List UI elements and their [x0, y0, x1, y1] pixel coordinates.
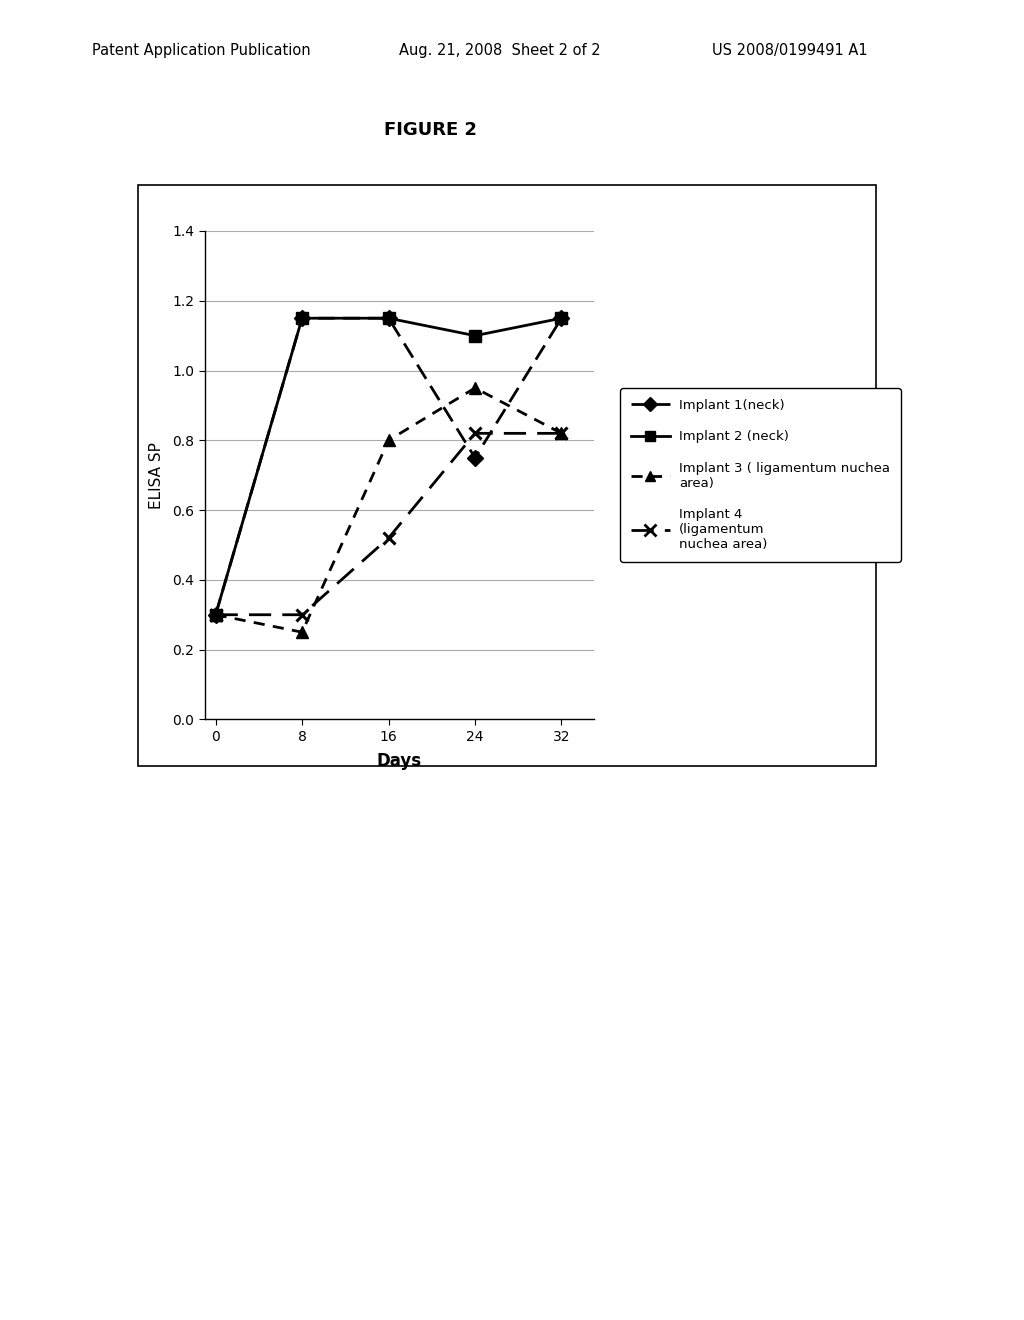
Text: FIGURE 2: FIGURE 2 — [384, 120, 476, 139]
Y-axis label: ELISA SP: ELISA SP — [150, 442, 164, 508]
Legend: Implant 1(neck), Implant 2 (neck), Implant 3 ( ligamentum nuchea
area), Implant : Implant 1(neck), Implant 2 (neck), Impla… — [620, 388, 901, 562]
Text: Aug. 21, 2008  Sheet 2 of 2: Aug. 21, 2008 Sheet 2 of 2 — [399, 42, 601, 58]
Text: Patent Application Publication: Patent Application Publication — [92, 42, 311, 58]
X-axis label: Days: Days — [377, 752, 422, 770]
Text: US 2008/0199491 A1: US 2008/0199491 A1 — [712, 42, 867, 58]
